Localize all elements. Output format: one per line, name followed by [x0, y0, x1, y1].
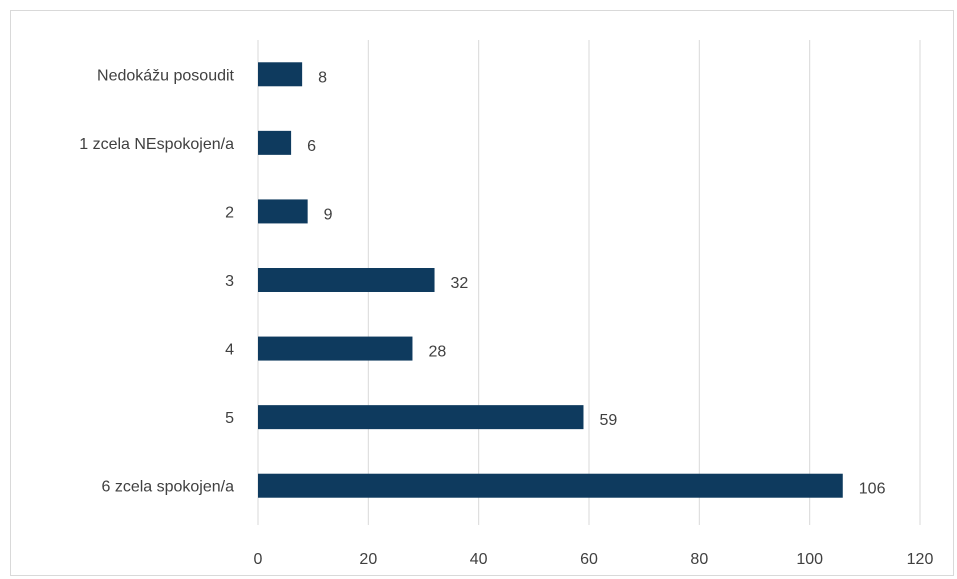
gridlines [257, 40, 921, 525]
category-label-5: 5 [225, 410, 234, 427]
bar-1 [258, 130, 292, 155]
data-label-2: 9 [324, 206, 333, 223]
category-label-3: 3 [225, 273, 234, 290]
bar-0 [258, 62, 303, 87]
x-tick-label-100: 100 [796, 551, 823, 568]
category-label-1: 1 zcela NEspokojen/a [79, 136, 234, 153]
x-tick-label-60: 60 [580, 551, 598, 568]
x-tick-label-0: 0 [254, 551, 263, 568]
data-label-0: 8 [318, 69, 327, 86]
data-label-4: 28 [428, 344, 446, 361]
bars [258, 62, 843, 498]
bar-2 [258, 199, 308, 224]
x-tick-label-120: 120 [907, 551, 934, 568]
x-tick-label-80: 80 [690, 551, 708, 568]
bar-4 [258, 336, 413, 361]
x-tick-label-40: 40 [470, 551, 488, 568]
bar-3 [258, 268, 435, 292]
category-label-2: 2 [225, 204, 234, 221]
bar-6 [258, 473, 843, 498]
category-label-4: 4 [225, 342, 234, 359]
data-label-5: 59 [599, 412, 617, 429]
category-label-6: 6 zcela spokojen/a [101, 479, 234, 496]
data-label-6: 106 [859, 481, 886, 498]
bar-5 [258, 405, 584, 430]
data-label-3: 32 [451, 275, 469, 292]
x-tick-label-20: 20 [359, 551, 377, 568]
data-label-1: 6 [307, 138, 316, 155]
category-label-0: Nedokážu posoudit [97, 67, 235, 84]
labels: 0 20 40 60 80 100 120 Nedokážu posoudit 8 1 zcela… [79, 67, 933, 568]
